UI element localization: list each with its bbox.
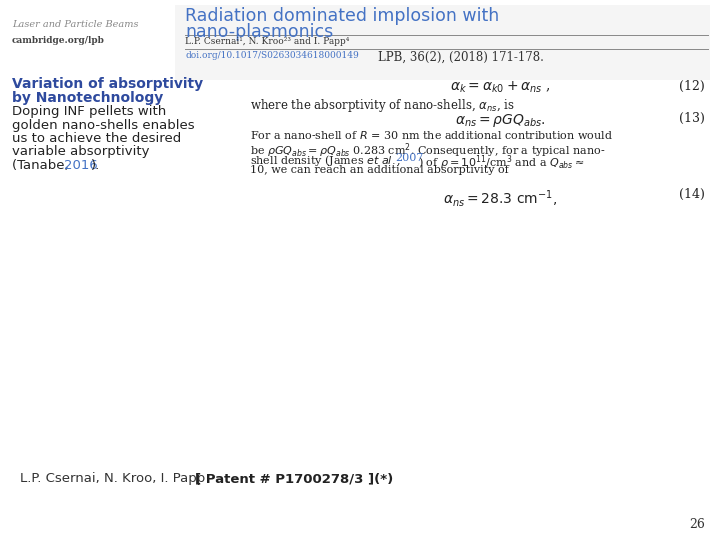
Text: Doping INF pellets with: Doping INF pellets with bbox=[12, 105, 166, 118]
Text: us to achieve the desired: us to achieve the desired bbox=[12, 132, 181, 145]
Text: 2007: 2007 bbox=[395, 153, 423, 163]
Text: (12): (12) bbox=[679, 80, 705, 93]
Text: where the absorptivity of nano-shells, $\alpha_{ns}$, is: where the absorptivity of nano-shells, $… bbox=[250, 97, 515, 114]
FancyBboxPatch shape bbox=[175, 5, 710, 80]
Text: doi.org/10.1017/S0263034618000149: doi.org/10.1017/S0263034618000149 bbox=[185, 51, 359, 60]
Text: L.P. Csernai¹, N. Kroo²³ and I. Papp⁴: L.P. Csernai¹, N. Kroo²³ and I. Papp⁴ bbox=[185, 37, 349, 46]
Text: variable absorptivity: variable absorptivity bbox=[12, 145, 150, 159]
Text: be $\rho GQ_{abs} = \rho Q_{abs}$ 0.283 cm$^2$. Consequently, for a typical nano: be $\rho GQ_{abs} = \rho Q_{abs}$ 0.283 … bbox=[250, 141, 606, 160]
Text: For a nano-shell of $R$ = 30 nm the additional contribution would: For a nano-shell of $R$ = 30 nm the addi… bbox=[250, 129, 613, 141]
Text: nano-plasmonics: nano-plasmonics bbox=[185, 23, 333, 41]
Text: by Nanotechnology: by Nanotechnology bbox=[12, 91, 163, 105]
Text: 26: 26 bbox=[689, 518, 705, 531]
Text: L.P. Csernai, N. Kroo, I. Papp: L.P. Csernai, N. Kroo, I. Papp bbox=[20, 472, 205, 485]
Text: 2016: 2016 bbox=[64, 159, 98, 172]
Text: $\alpha_{ns} = 28.3\ \mathrm{cm}^{-1},$: $\alpha_{ns} = 28.3\ \mathrm{cm}^{-1},$ bbox=[443, 188, 557, 209]
Text: 10, we can reach an additional absorptivity of: 10, we can reach an additional absorptiv… bbox=[250, 165, 509, 175]
Text: Radiation dominated implosion with: Radiation dominated implosion with bbox=[185, 7, 499, 25]
Text: ).: ). bbox=[91, 159, 100, 172]
Text: shell density (James $et\ al.$,: shell density (James $et\ al.$, bbox=[250, 153, 402, 168]
Text: (14): (14) bbox=[679, 188, 705, 201]
Text: $\alpha_k = \alpha_{k0} + \alpha_{ns}$ ,: $\alpha_k = \alpha_{k0} + \alpha_{ns}$ , bbox=[449, 80, 550, 96]
Text: $\alpha_{ns} = \rho G Q_{abs}.$: $\alpha_{ns} = \rho G Q_{abs}.$ bbox=[454, 112, 545, 129]
Text: (Tanabe,: (Tanabe, bbox=[12, 159, 73, 172]
Text: (13): (13) bbox=[679, 112, 705, 125]
Text: cambridge.org/lpb: cambridge.org/lpb bbox=[12, 36, 105, 45]
Text: ) of $\rho = 10^{11}$/cm$^3$ and a $Q_{abs} \approx$: ) of $\rho = 10^{11}$/cm$^3$ and a $Q_{a… bbox=[418, 153, 585, 172]
Text: Variation of absorptivity: Variation of absorptivity bbox=[12, 77, 203, 91]
Text: [ Patent # P1700278/3 ](*): [ Patent # P1700278/3 ](*) bbox=[195, 472, 393, 485]
Text: Laser and Particle Beams: Laser and Particle Beams bbox=[12, 20, 138, 29]
Text: LPB, 36(2), (2018) 171-178.: LPB, 36(2), (2018) 171-178. bbox=[378, 51, 544, 64]
Text: golden nano-shells enables: golden nano-shells enables bbox=[12, 118, 194, 132]
